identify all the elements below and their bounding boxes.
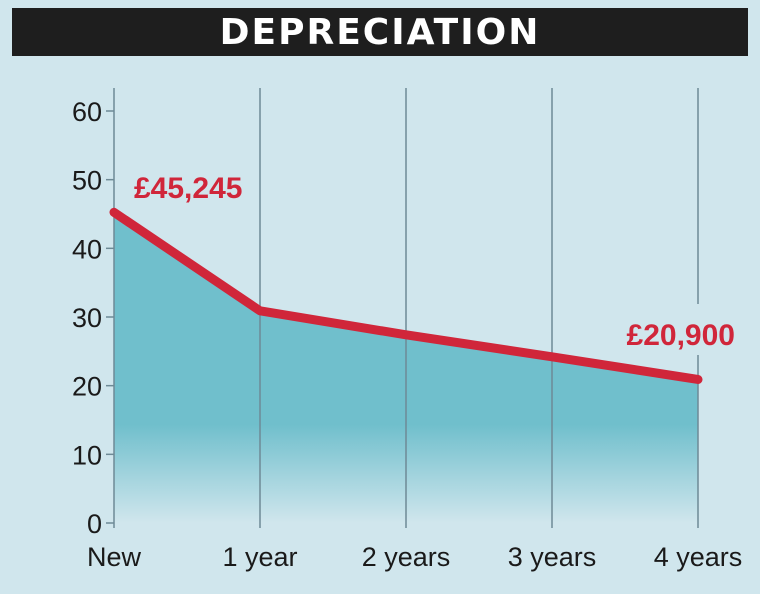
- y-tick-label: 40: [72, 234, 102, 264]
- chart-title: DEPRECIATION: [219, 11, 541, 53]
- y-tick-label: 10: [72, 440, 102, 470]
- x-tick-label: 1 year: [222, 542, 297, 572]
- chart-title-bar: DEPRECIATION: [12, 8, 748, 56]
- x-tick-label: 3 years: [508, 542, 597, 572]
- y-tick-label: 60: [72, 97, 102, 127]
- x-tick-label: New: [87, 542, 142, 572]
- y-tick-label: 30: [72, 303, 102, 333]
- y-tick-label: 20: [72, 372, 102, 402]
- y-tick-label: 50: [72, 166, 102, 196]
- x-tick-label: 2 years: [362, 542, 451, 572]
- y-tick-label: 0: [87, 509, 102, 539]
- data-label-new: £45,245: [134, 172, 242, 205]
- data-label-4-years: £20,900: [627, 319, 735, 352]
- x-tick-label: 4 years: [654, 542, 743, 572]
